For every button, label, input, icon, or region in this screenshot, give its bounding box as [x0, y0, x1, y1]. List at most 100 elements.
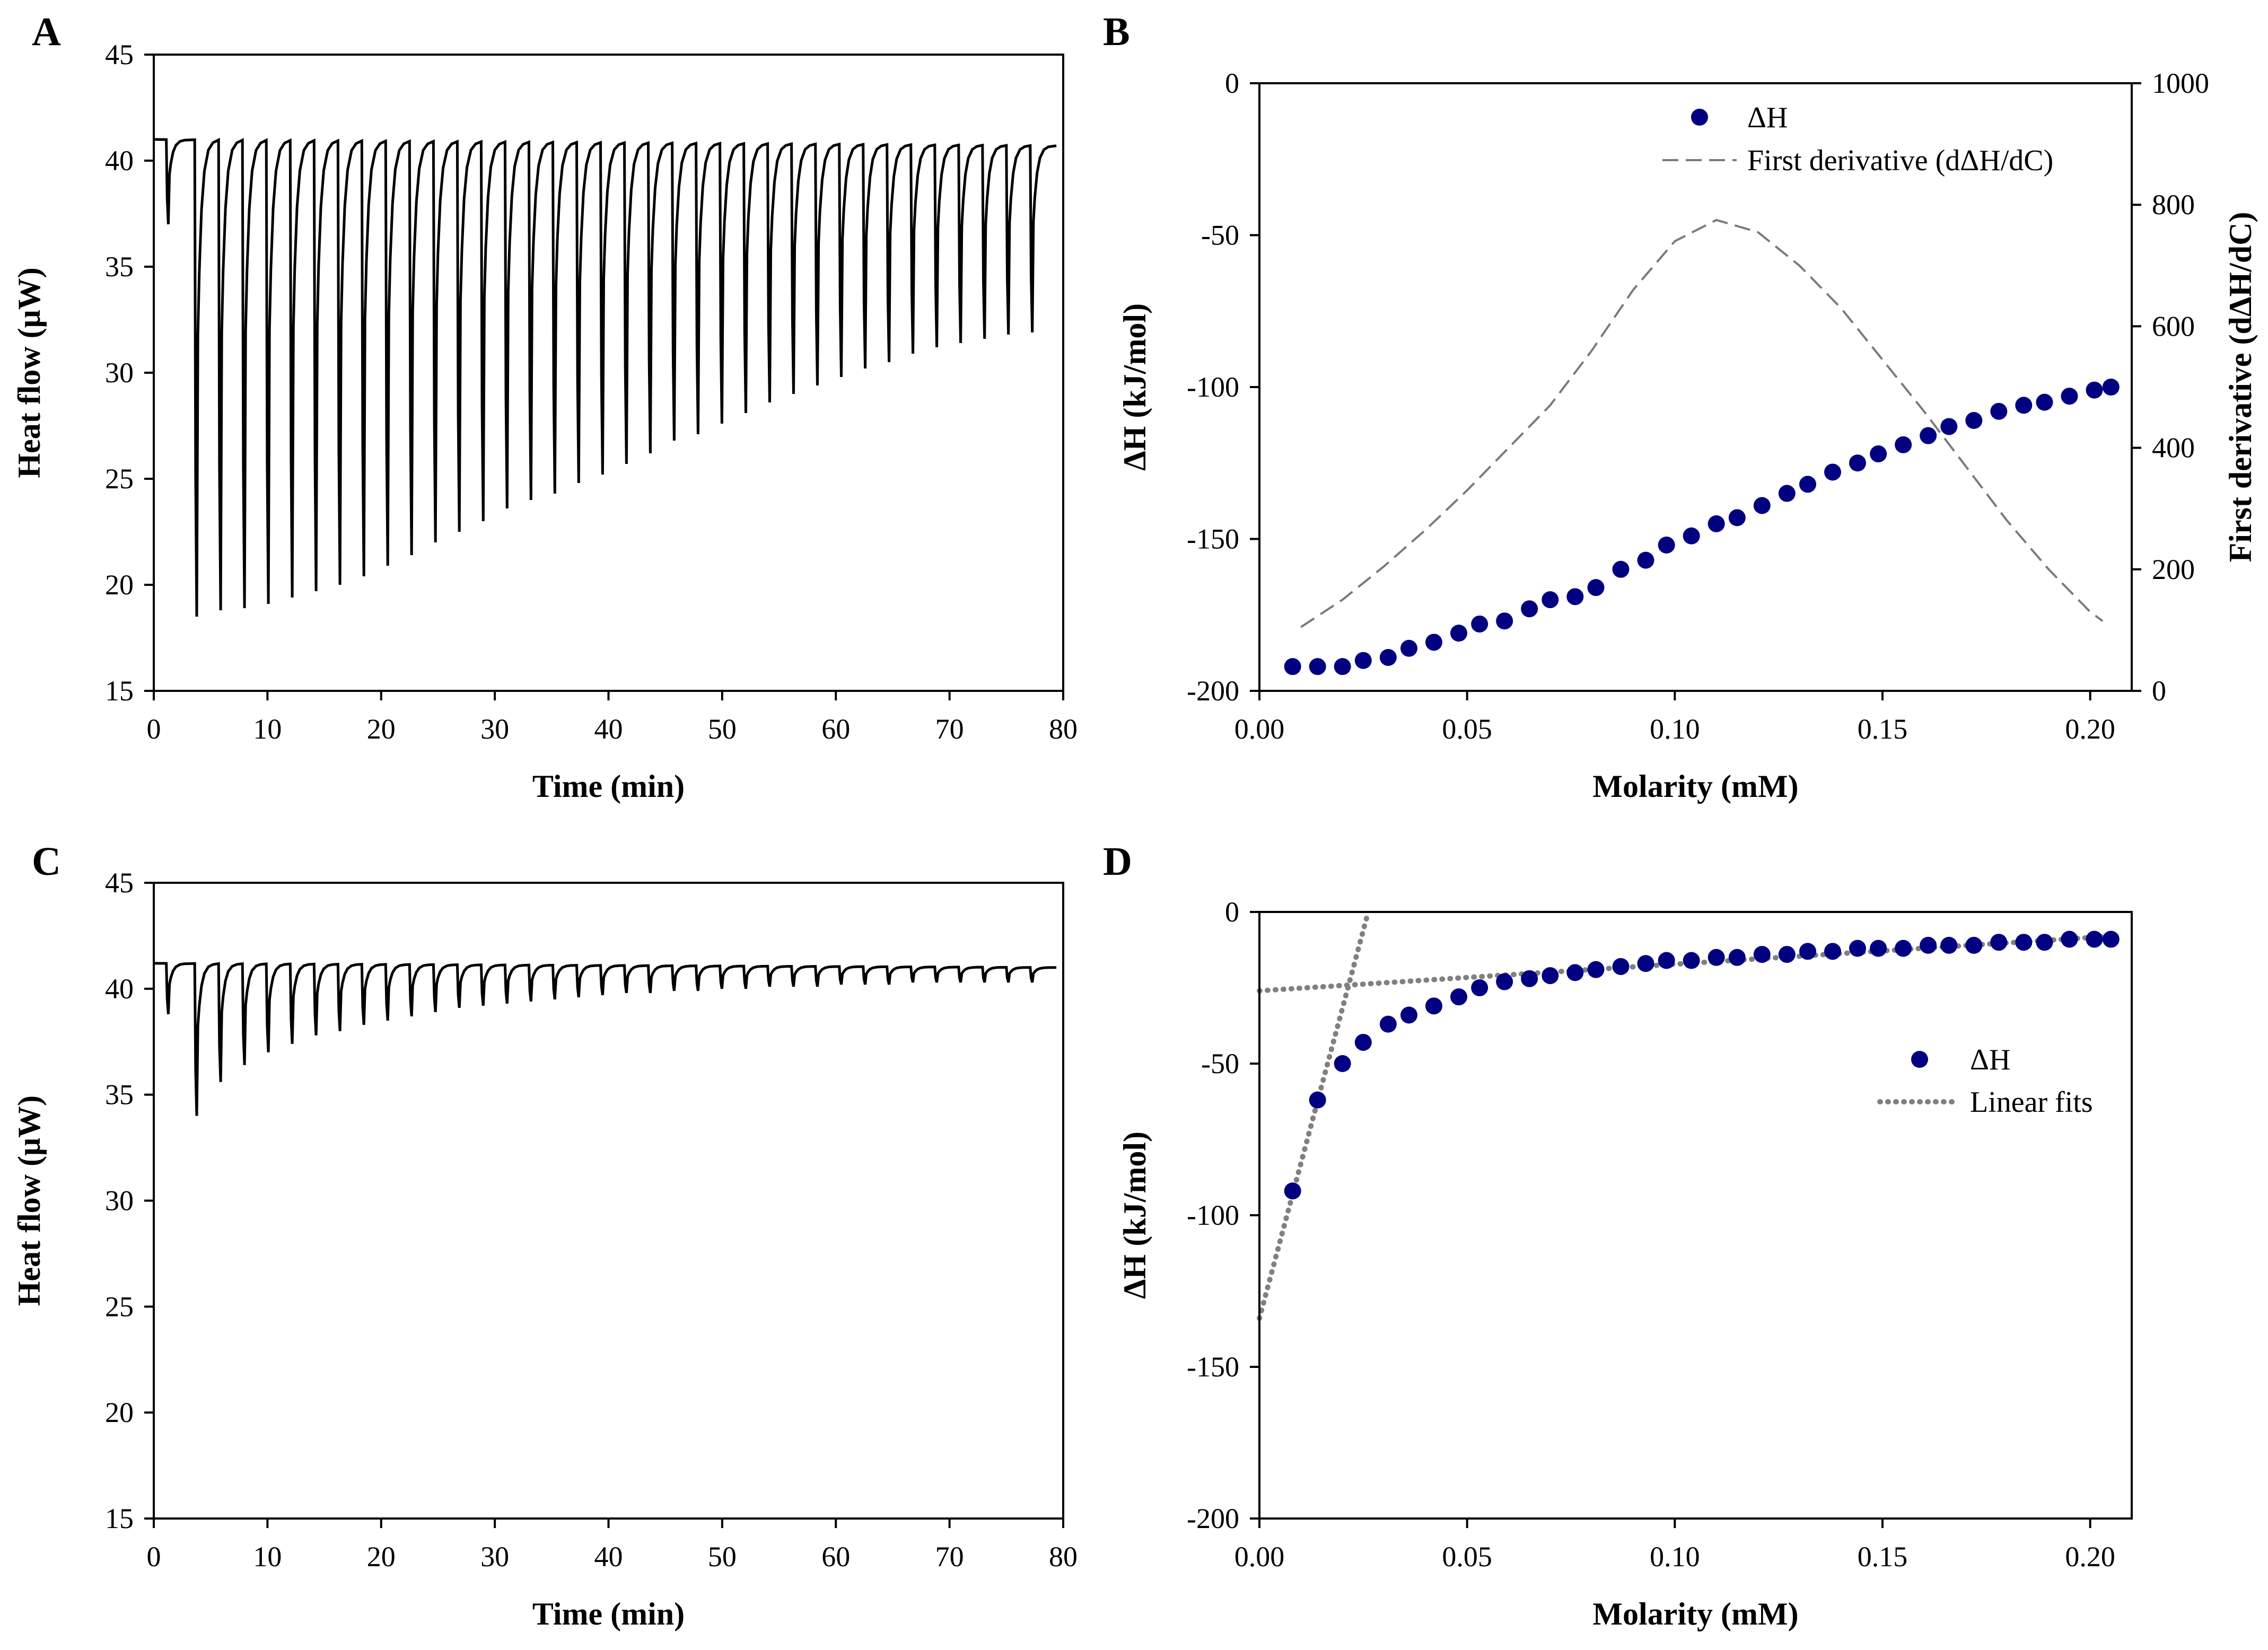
panel-a-x-axis-label: Time (min) [532, 769, 685, 804]
panel-b-dh-point [1450, 625, 1467, 642]
panel-b-dh-point [1778, 485, 1796, 502]
panel-b-dh-point [1753, 497, 1771, 514]
panel-b-dh-point [1379, 648, 1397, 666]
panel-b-dh-point [1587, 579, 1605, 596]
panel-b-legend-dot-icon [1691, 109, 1708, 126]
panel-a-x-tick-label: 20 [367, 713, 396, 745]
panel-b-dh-point [1612, 560, 1630, 578]
panel-d-dh-point [1612, 958, 1630, 975]
panel-b-dh-point [1471, 615, 1488, 633]
panel-d-axes: 0.00 0.05 0.10 0.15 0.20 -200 -150 -100 -50 0 [1187, 896, 2115, 1573]
panel-b-y-tick-label: 0 [1225, 67, 1239, 99]
panel-b-dh-point [1284, 658, 1301, 675]
panel-b-dh-point [1990, 402, 2008, 420]
panel-b-dh-point [1870, 445, 1887, 463]
panel-b-dh-point [2036, 393, 2053, 411]
panel-d-dh-point [1990, 934, 2008, 951]
panel-b-y2-tick-label: 200 [2152, 554, 2195, 585]
panel-b-x-axis-label: Molarity (mM) [1592, 769, 1798, 804]
panel-a-y-tick-label: 45 [105, 39, 134, 71]
panel-d-dh-point [2086, 931, 2103, 948]
panel-a-x-tick-label: 60 [821, 713, 850, 745]
panel-b-legend: ΔH First derivative (dΔH/dC) [1662, 101, 2053, 177]
panel-d-y-tick-label: -100 [1187, 1199, 1239, 1231]
panel-d-dh-point [1379, 1015, 1397, 1033]
panel-d-x-tick-label: 0.00 [1234, 1541, 1285, 1573]
panel-b-x-tick-label: 0.10 [1650, 713, 1700, 745]
panel-d-dh-point [1658, 952, 1675, 969]
panel-c-plot-frame [153, 882, 1064, 1520]
panel-a-y-tick-label: 40 [105, 145, 134, 177]
panel-d-x-axis-label: Molarity (mM) [1592, 1596, 1798, 1631]
panel-d-dh-point [1728, 949, 1746, 966]
panel-d-dh-point [1496, 973, 1513, 990]
panel-c-x-axis-label: Time (min) [532, 1596, 685, 1631]
panel-b-dh-point [1658, 536, 1675, 554]
panel-a-y-tick-label: 20 [105, 569, 134, 601]
panel-b-dh-point [1637, 551, 1654, 569]
panel-b-dh-point [1824, 463, 1841, 481]
panel-d-dh-point [1521, 970, 1538, 987]
panel-b-dh-point [2015, 397, 2033, 414]
panel-d-legend-dh: ΔH [1970, 1043, 2010, 1076]
panel-c-x-tick-label: 30 [480, 1541, 509, 1573]
panel-b-y-tick-label: -150 [1187, 523, 1239, 555]
panel-b-dh-point [1965, 412, 1983, 429]
panel-b-axes: 0.00 0.05 0.10 0.15 0.20 -200 -150 -100 -50 0 0 200… [1187, 67, 2209, 745]
panel-d-dh-point [1284, 1182, 1301, 1200]
panel-a-y-tick-label: 25 [105, 463, 134, 495]
panel-b-dh-point [1496, 612, 1513, 630]
panel-a-y-tick-label: 35 [105, 251, 134, 283]
panel-d-dh-point [1683, 952, 1700, 969]
panel-d: D 0.00 0.05 0.10 0.15 0.20 -200 -150 -100 -50 0 M… [1103, 839, 2133, 1631]
panel-d-dh-point [1400, 1006, 1417, 1024]
panel-b-dh-point [1799, 476, 1816, 493]
panel-b-y-tick-label: -200 [1187, 675, 1239, 707]
panel-d-y-tick-label: 0 [1225, 896, 1239, 928]
panel-b-dh-point [1400, 639, 1417, 657]
panel-d-legend: ΔH Linear fits [1877, 1043, 2093, 1119]
panel-b-dh-point [1334, 658, 1351, 675]
panel-b-legend-derivative: First derivative (dΔH/dC) [1747, 144, 2053, 177]
panel-b-plot-frame [1258, 82, 2133, 692]
panel-b-dh-point [1849, 454, 1866, 472]
panel-d-linear-fit-line [1257, 912, 1370, 1321]
panel-b-x-tick-label: 0.20 [2065, 713, 2115, 745]
panel-c: C 0 10 20 30 40 50 60 70 80 15 20 25 30 35 40 45 Time (… [12, 839, 1078, 1631]
panel-d-dh-point [1309, 1091, 1326, 1109]
panel-b-points [1284, 379, 2120, 675]
panel-d-dh-point [1753, 946, 1771, 963]
panel-b-dh-point [2086, 381, 2103, 399]
panel-d-dh-point [1778, 946, 1796, 963]
panel-c-x-tick-label: 60 [821, 1541, 850, 1573]
panel-c-y-tick-label: 40 [105, 973, 134, 1005]
panel-d-dh-point [1471, 979, 1488, 996]
panel-b-x-tick-label: 0.05 [1442, 713, 1492, 745]
panel-b-y2-axis-label: First derivative (dΔH/dC) [2223, 212, 2258, 563]
panel-b-derivative-line [1300, 218, 2104, 628]
panel-d-dh-point [1824, 943, 1841, 960]
panel-d-y-tick-label: -200 [1187, 1503, 1239, 1534]
panel-d-dh-point [1940, 936, 1958, 954]
panel-a-x-tick-label: 80 [1049, 713, 1078, 745]
panel-a-x-tick-label: 30 [480, 713, 509, 745]
panel-d-dh-point [2061, 931, 2078, 948]
panel-c-y-tick-label: 15 [105, 1503, 134, 1534]
panel-a-letter: A [32, 10, 61, 54]
panel-b: B 0.00 0.05 0.10 0.15 0.20 -200 -150 -100 -50 0 0 2… [1103, 10, 2258, 804]
panel-b-y2-tick-label: 600 [2152, 310, 2195, 342]
panel-b-x-tick-label: 0.00 [1234, 713, 1285, 745]
panel-d-dh-point [1870, 940, 1887, 957]
panel-d-dh-point [2102, 931, 2120, 948]
panel-d-dh-point [1920, 936, 1937, 954]
panel-d-dh-point [1799, 943, 1816, 960]
panel-b-y2-tick-label: 800 [2152, 189, 2195, 221]
panel-c-x-tick-label: 40 [594, 1541, 623, 1573]
panel-c-axes: 0 10 20 30 40 50 60 70 80 15 20 25 30 35 40 45 [105, 867, 1078, 1573]
panel-d-dh-point [1965, 936, 1983, 954]
panel-d-dh-point [2036, 934, 2053, 951]
panel-a: A 0 10 20 30 40 50 60 70 80 15 20 25 30 35 40 45 Time (… [12, 10, 1078, 804]
panel-d-plot-frame [1258, 911, 2133, 1520]
panel-d-legend-dot-icon [1911, 1051, 1928, 1068]
panel-b-dh-point [1683, 527, 1700, 545]
